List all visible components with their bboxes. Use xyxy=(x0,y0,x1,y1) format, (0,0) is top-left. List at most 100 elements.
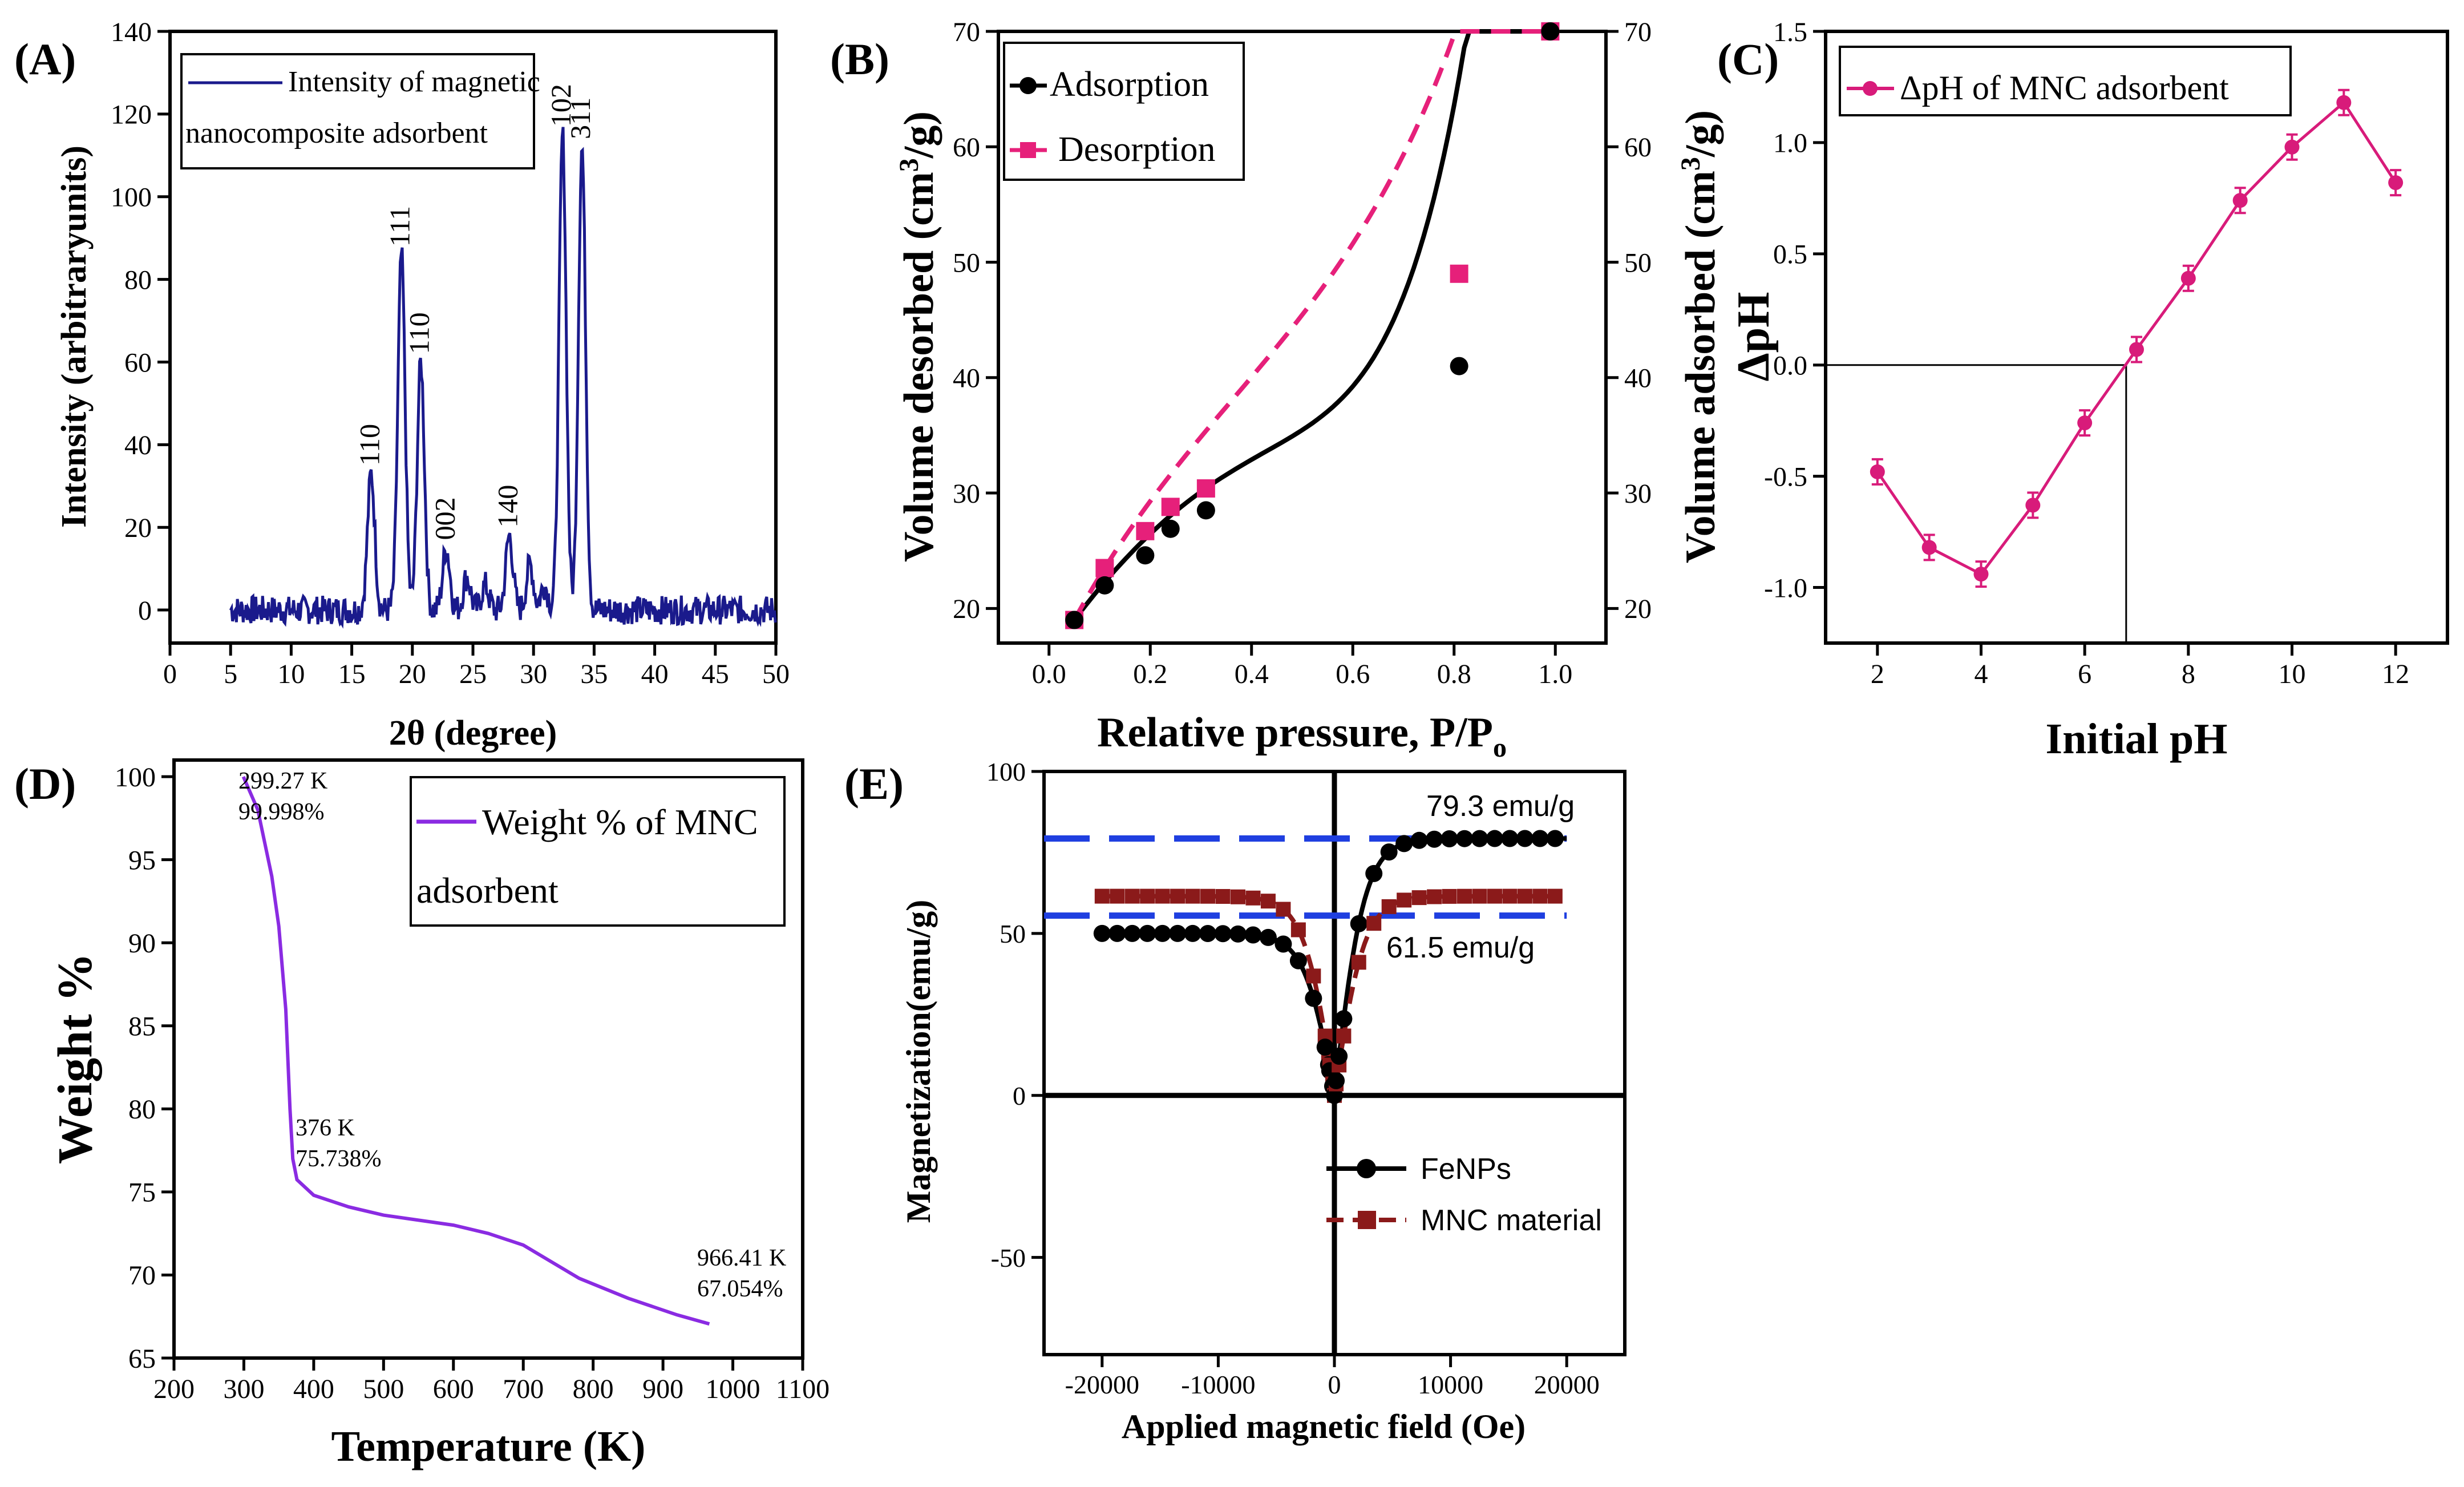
adsorption-point xyxy=(1136,546,1155,565)
panel-b-legend-des-label: Desorption xyxy=(1058,130,1216,169)
y-tick-label: -1.0 xyxy=(1764,573,1807,603)
x-tick-label: 400 xyxy=(293,1374,334,1404)
panel-b-ylabel-left-sup: 3 xyxy=(894,158,924,172)
mnc-point xyxy=(1366,916,1382,931)
fenps-point xyxy=(1123,924,1141,942)
fenps-point xyxy=(1350,915,1367,932)
panel-d-legend-box xyxy=(410,776,786,927)
y-right-tick-label: 60 xyxy=(1624,132,1652,163)
x-tick-label: 45 xyxy=(702,659,729,689)
x-tick-label: 20000 xyxy=(1534,1370,1600,1399)
y-tick-label: 50 xyxy=(953,248,980,278)
y-tick-label: 100 xyxy=(115,762,156,793)
x-tick-label: 10000 xyxy=(1418,1370,1483,1399)
adsorption-point xyxy=(1196,501,1215,520)
y-right-tick-label: 20 xyxy=(1624,594,1652,624)
panel-b-legend-ads-marker xyxy=(1019,77,1037,94)
x-tick-label: 300 xyxy=(223,1374,264,1404)
mnc-point xyxy=(1094,888,1110,904)
panel-a-legend-line2: nanocomposite adsorbent xyxy=(185,117,488,149)
x-tick-label: 0.6 xyxy=(1336,659,1370,689)
fenps-point xyxy=(1441,830,1458,847)
panel-d-legend-line1: Weight % of MNC xyxy=(482,802,758,842)
panel-a-xrd-curve xyxy=(229,127,777,629)
fenps-point xyxy=(1516,830,1534,847)
peak-label: 110 xyxy=(403,312,435,354)
fenps-point xyxy=(1531,830,1549,847)
data-point xyxy=(1870,464,1885,479)
fenps-point xyxy=(1229,925,1247,943)
data-point xyxy=(1973,567,1989,582)
x-tick-label: 40 xyxy=(641,659,669,689)
y-right-tick-label: 70 xyxy=(1624,17,1652,47)
fenps-point xyxy=(1259,928,1277,946)
panel-c-legend-box xyxy=(1839,46,2292,116)
fenps-point xyxy=(1410,831,1428,849)
fenps-point xyxy=(1289,952,1307,969)
panel-b-legend-box xyxy=(1003,42,1245,181)
mnc-point xyxy=(1427,889,1442,904)
y-right-tick-label: 50 xyxy=(1624,248,1652,278)
mnc-point xyxy=(1140,888,1155,904)
y-tick-label: 85 xyxy=(128,1012,156,1042)
x-tick-label: 0.2 xyxy=(1133,659,1167,689)
panel-b-ylabel-left-main: Volume desorbed (cm xyxy=(896,172,942,562)
panel-d-label: (D) xyxy=(14,759,76,809)
fenps-point xyxy=(1395,835,1413,852)
fenps-point xyxy=(1184,924,1201,942)
x-tick-label: 1000 xyxy=(706,1374,760,1404)
panel-b-xlabel: Relative pressure, P/Po xyxy=(1097,709,1507,763)
annotation-line1: 376 K xyxy=(296,1115,355,1141)
y-tick-label: 100 xyxy=(111,183,152,213)
panel-c-ticks: 2 4 6 8 10 12 -1.0 -0.5 0.0 0.5 1.0 1.5 xyxy=(1764,17,2409,689)
data-point xyxy=(2284,139,2300,155)
fenps-point xyxy=(1471,830,1488,847)
adsorption-point xyxy=(1161,519,1180,538)
panel-b-label: (B) xyxy=(830,34,889,84)
y-tick-label: 90 xyxy=(128,928,156,959)
panel-c-plot-frame xyxy=(1824,30,2449,645)
mnc-point xyxy=(1200,888,1216,904)
y-tick-label: 140 xyxy=(111,17,152,47)
panel-b-legend-des-marker xyxy=(1020,142,1036,158)
data-point xyxy=(2180,270,2196,286)
data-point xyxy=(2388,175,2404,191)
mnc-point xyxy=(1336,1028,1352,1044)
data-point xyxy=(2336,95,2352,110)
panel-d-ylabel: Weight % xyxy=(47,953,102,1164)
annotation-line1: 299.27 K xyxy=(238,768,327,794)
fenps-point xyxy=(1169,924,1187,942)
data-point xyxy=(2077,415,2093,431)
x-tick-label: 50 xyxy=(762,659,790,689)
adsorption-point xyxy=(1541,22,1560,41)
x-tick-label: 5 xyxy=(224,659,237,689)
x-tick-label: 30 xyxy=(520,659,547,689)
x-tick-label: 800 xyxy=(573,1374,614,1404)
fenps-point xyxy=(1426,830,1443,848)
panel-e-label: (E) xyxy=(844,759,904,809)
annotation-line2: 99.998% xyxy=(238,799,325,825)
fenps-point xyxy=(1199,925,1217,943)
panel-c-pzc-lines xyxy=(1826,364,2127,643)
y-tick-label: 0 xyxy=(138,596,152,626)
fenps-point xyxy=(1108,924,1126,942)
fenps-point xyxy=(1335,1010,1353,1028)
peak-label: 140 xyxy=(492,485,524,528)
mnc-point xyxy=(1517,888,1532,904)
fenps-point xyxy=(1456,830,1474,847)
fenps-point xyxy=(1546,830,1564,847)
mnc-point xyxy=(1397,892,1412,908)
panel-c-label: (C) xyxy=(1717,34,1779,84)
panel-a: (A) 0 5 10 15 20 25 30 35 40 45 50 0 20 40 60 80 100 120 1… xyxy=(14,17,790,753)
mnc-point xyxy=(1215,889,1231,904)
fenps-point xyxy=(1316,1039,1334,1056)
panel-e-ms-label-fenps: 79.3 emu/g xyxy=(1426,790,1575,823)
data-point xyxy=(1921,540,1937,555)
y-tick-label: 30 xyxy=(953,479,980,509)
x-tick-label: 6 xyxy=(2078,659,2091,689)
fenps-point xyxy=(1380,843,1398,861)
data-point xyxy=(2232,193,2248,208)
panel-b-ylabel-right-end: /g) xyxy=(1677,110,1724,157)
y-tick-label: 75 xyxy=(128,1178,156,1208)
